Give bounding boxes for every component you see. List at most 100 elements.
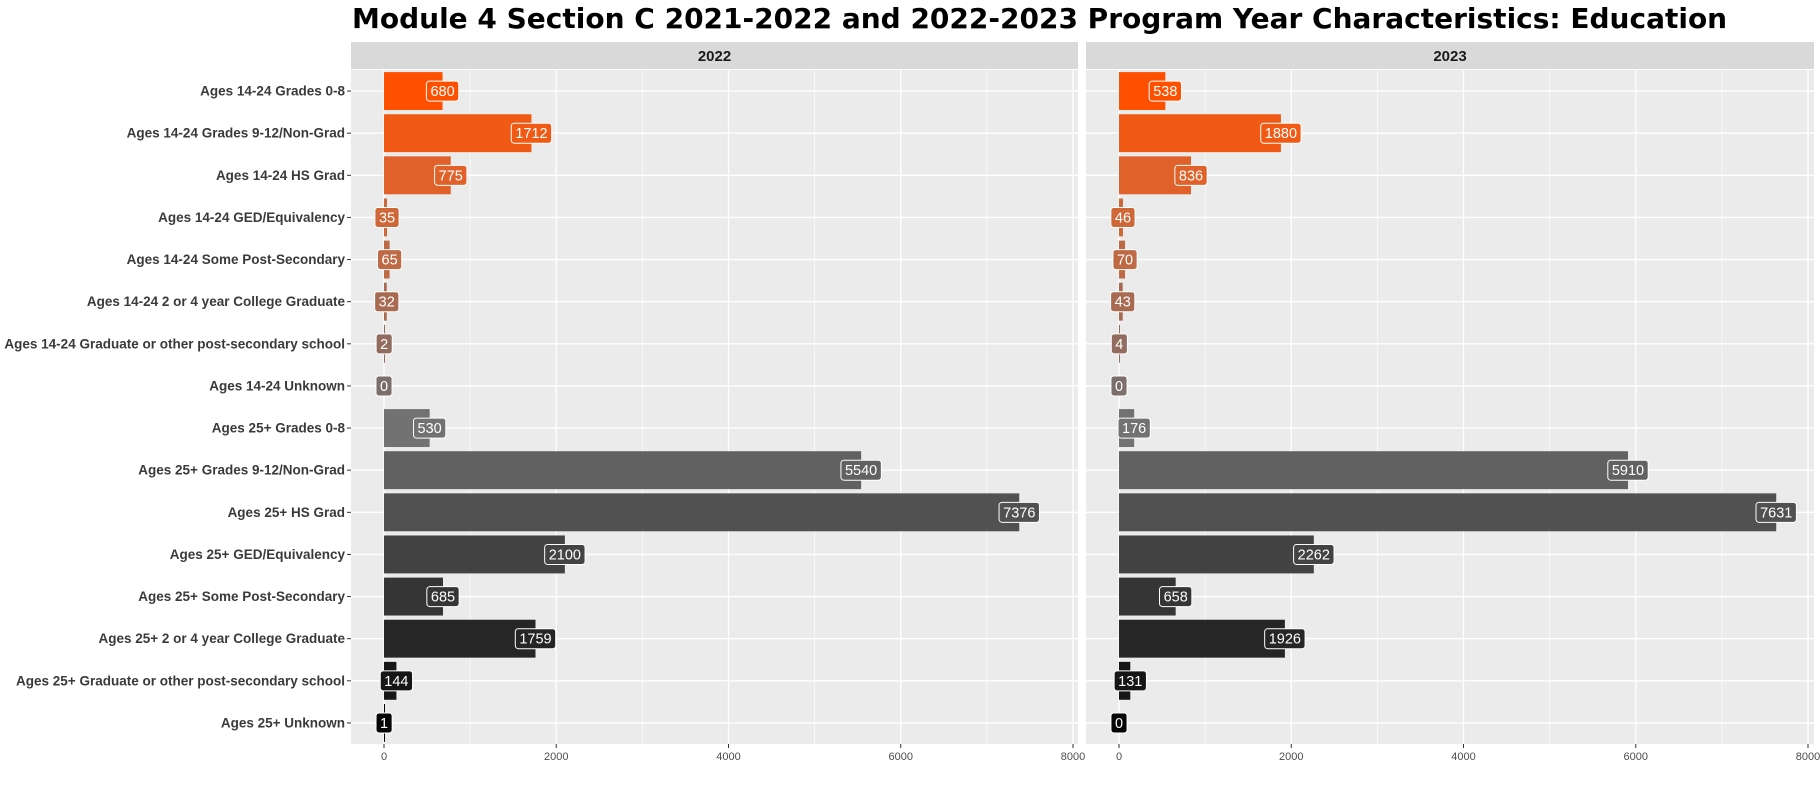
- x-tick-label: 0: [1116, 751, 1122, 763]
- value-label-box: [1110, 333, 1128, 355]
- value-label: 4: [1115, 337, 1123, 353]
- value-label-box: [426, 586, 460, 608]
- facet-strip-label: 2023: [1433, 48, 1466, 65]
- x-tick-label: 4000: [1451, 751, 1475, 763]
- value-label: 144: [384, 674, 408, 690]
- category-label: Ages 14-24 Some Post-Secondary: [127, 252, 346, 267]
- category-label: Ages 25+ 2 or 4 year College Graduate: [99, 631, 346, 646]
- bar: [384, 114, 532, 153]
- value-label-box: [514, 628, 557, 650]
- facet-strip-label: 2022: [698, 48, 731, 65]
- category-label: Ages 25+ Unknown: [221, 715, 345, 730]
- category-label: Ages 25+ Some Post-Secondary: [138, 589, 345, 604]
- value-label: 0: [1115, 379, 1123, 395]
- bar: [1119, 451, 1628, 490]
- category-label: Ages 14-24 2 or 4 year College Graduate: [87, 294, 346, 309]
- value-label: 1926: [1269, 632, 1301, 648]
- value-label-box: [1755, 501, 1797, 523]
- value-label: 46: [1115, 210, 1131, 226]
- value-label-box: [1110, 206, 1136, 228]
- value-label-box: [1148, 80, 1182, 102]
- value-label: 32: [379, 295, 395, 311]
- value-label: 7631: [1760, 505, 1792, 521]
- value-label: 2262: [1298, 547, 1330, 563]
- value-label: 1880: [1265, 126, 1297, 142]
- category-label: Ages 14-24 Unknown: [209, 378, 345, 393]
- category-label: Ages 14-24 GED/Equivalency: [158, 210, 345, 225]
- value-label-box: [1264, 628, 1306, 650]
- bar: [1119, 114, 1281, 153]
- value-label-box: [1293, 543, 1335, 565]
- value-label-box: [412, 417, 447, 439]
- category-label: Ages 25+ GED/Equivalency: [170, 547, 346, 562]
- value-label-box: [1112, 249, 1138, 271]
- bar: [384, 451, 862, 490]
- value-label-box: [1110, 712, 1128, 734]
- category-label: Ages 14-24 HS Grad: [216, 168, 345, 183]
- value-label-box: [434, 164, 468, 186]
- value-label-box: [376, 249, 403, 271]
- value-label: 2100: [549, 547, 581, 563]
- value-label: 775: [439, 168, 463, 184]
- x-tick-label: 8000: [1061, 751, 1085, 763]
- value-label-box: [544, 543, 586, 565]
- value-label: 538: [1153, 84, 1177, 100]
- x-tick-label: 4000: [716, 751, 740, 763]
- bar: [384, 535, 565, 574]
- value-label-box: [1110, 375, 1128, 397]
- x-tick-label: 8000: [1796, 751, 1820, 763]
- bar: [1119, 493, 1777, 532]
- bar: [1119, 619, 1285, 658]
- category-label: Ages 25+ Graduate or other post-secondar…: [16, 673, 345, 688]
- value-label: 176: [1122, 421, 1146, 437]
- value-label: 43: [1115, 295, 1131, 311]
- value-label-box: [375, 333, 393, 355]
- value-label: 0: [1115, 716, 1123, 732]
- value-label: 7376: [1003, 505, 1035, 521]
- x-tick-label: 2000: [1279, 751, 1303, 763]
- value-label: 70: [1117, 253, 1133, 269]
- value-label-box: [425, 80, 460, 102]
- value-label: 1759: [519, 632, 551, 648]
- category-label: Ages 14-24 Graduate or other post-second…: [4, 336, 345, 351]
- category-label: Ages 25+ Grades 9-12/Non-Grad: [138, 463, 345, 478]
- value-label-box: [1113, 670, 1147, 692]
- value-label-box: [379, 670, 414, 692]
- bar: [384, 619, 536, 658]
- bar: [384, 493, 1020, 532]
- value-label: 5910: [1612, 463, 1644, 479]
- value-label: 836: [1179, 168, 1203, 184]
- x-tick-label: 6000: [889, 751, 913, 763]
- value-label-box: [1174, 164, 1208, 186]
- value-label: 685: [431, 590, 455, 606]
- facet-strip: [1086, 42, 1814, 69]
- facet-strip: [351, 42, 1078, 69]
- value-label: 2: [380, 337, 388, 353]
- value-label: 1: [380, 716, 388, 732]
- value-label: 530: [418, 421, 442, 437]
- value-label-box: [510, 122, 553, 144]
- value-label-box: [1159, 586, 1193, 608]
- value-label-box: [1110, 291, 1136, 313]
- value-label-box: [1117, 417, 1151, 439]
- chart-title-text: Module 4 Section C 2021-2022 and 2022-20…: [352, 2, 1728, 35]
- bar: [1119, 535, 1314, 574]
- value-label-box: [374, 206, 400, 228]
- value-label: 65: [382, 253, 398, 269]
- value-label: 35: [379, 210, 395, 226]
- value-label-box: [375, 375, 393, 397]
- value-label: 658: [1164, 590, 1188, 606]
- category-label: Ages 14-24 Grades 9-12/Non-Grad: [127, 126, 345, 141]
- value-label-box: [1260, 122, 1302, 144]
- category-label: Ages 25+ Grades 0-8: [212, 421, 346, 436]
- x-tick-label: 0: [381, 751, 387, 763]
- value-label-box: [998, 501, 1040, 523]
- value-label-box: [375, 712, 393, 734]
- value-label-box: [840, 459, 882, 481]
- value-label: 680: [430, 84, 454, 100]
- value-label: 131: [1118, 674, 1142, 690]
- category-label: Ages 25+ HS Grad: [228, 505, 345, 520]
- value-label: 5540: [845, 463, 877, 479]
- category-label: Ages 14-24 Grades 0-8: [200, 84, 345, 99]
